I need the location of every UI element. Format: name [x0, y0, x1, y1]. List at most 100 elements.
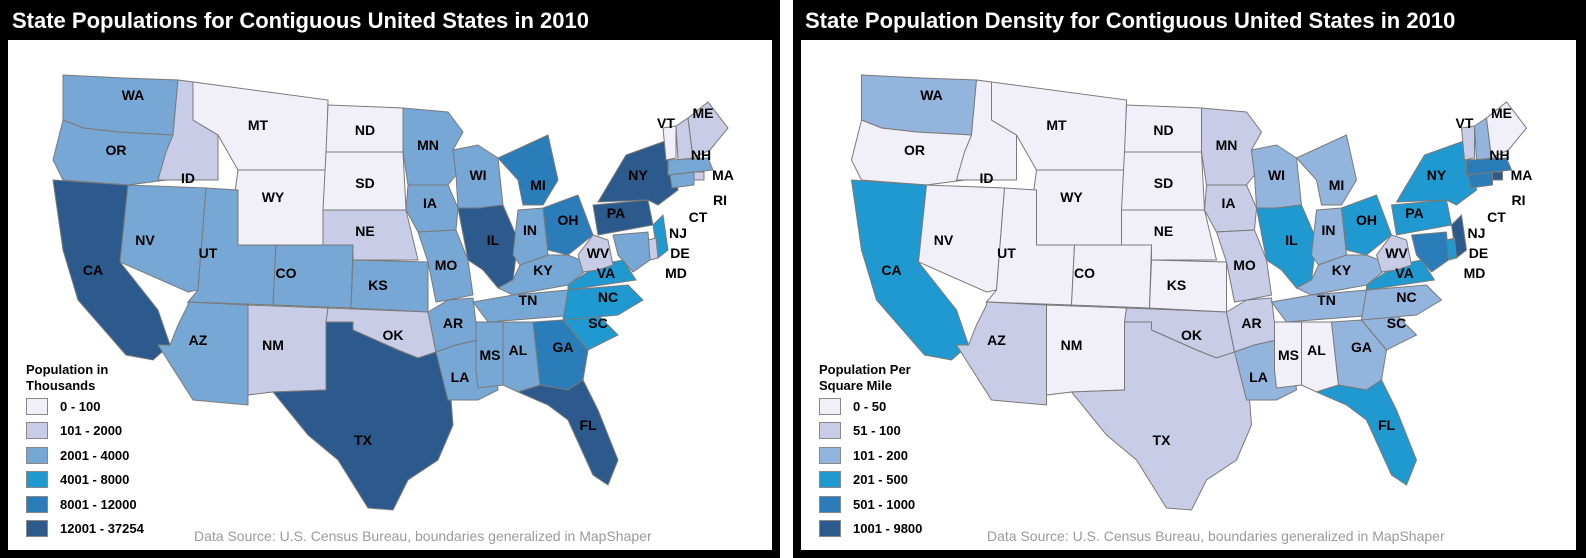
state-label-me: ME — [1491, 105, 1512, 121]
legend-label: 8001 - 12000 — [60, 496, 137, 512]
state-ri — [1492, 171, 1503, 181]
state-label-tx: TX — [1153, 432, 1172, 448]
state-tx — [271, 321, 454, 511]
state-label-nm: NM — [262, 337, 284, 353]
state-ri — [693, 171, 705, 181]
state-label-wi: WI — [469, 167, 486, 183]
state-ms — [475, 321, 504, 389]
state-wa — [861, 74, 978, 136]
state-label-pa: PA — [1405, 205, 1423, 221]
state-ky — [496, 254, 594, 296]
legend-item: 1001 - 9800 — [819, 517, 949, 542]
state-me — [1485, 101, 1528, 159]
state-label-nv: NV — [135, 232, 155, 248]
state-mi — [1295, 134, 1358, 206]
legend-swatch — [26, 422, 48, 440]
state-label-ga: GA — [1351, 339, 1372, 355]
state-ct — [1467, 171, 1493, 189]
density-map-panel: State Population Density for Contiguous … — [793, 0, 1586, 558]
state-label-ks: KS — [1167, 277, 1186, 293]
legend-label: 1001 - 9800 — [853, 521, 923, 537]
map-title: State Population Density for Contiguous … — [805, 8, 1456, 33]
state-label-nd: ND — [1153, 122, 1173, 138]
state-label-mt: MT — [1046, 117, 1067, 133]
legend-item: 101 - 2000 — [26, 419, 156, 444]
legend-item: 101 - 200 — [819, 443, 949, 468]
state-label-ut: UT — [199, 245, 218, 261]
state-label-oh: OH — [1356, 212, 1377, 228]
map-legend: Population in Thousands 0 - 100 101 - 200… — [26, 362, 156, 541]
legend-items: 0 - 100 101 - 2000 2001 - 4000 4001 - 8000 8… — [26, 394, 156, 541]
state-ma — [1466, 157, 1513, 176]
state-mo — [1215, 229, 1273, 303]
state-label-al: AL — [509, 342, 528, 358]
state-label-ia: IA — [1222, 195, 1236, 211]
legend-swatch — [26, 397, 48, 415]
state-label-wv: WV — [1385, 245, 1408, 261]
state-oh — [542, 194, 594, 256]
state-ny — [1395, 139, 1478, 206]
state-ks — [350, 259, 429, 313]
state-wy — [1025, 169, 1126, 246]
state-label-wy: WY — [262, 189, 285, 205]
legend-item: 0 - 100 — [26, 394, 156, 419]
state-fl — [1315, 379, 1418, 486]
state-label-ar: AR — [1241, 315, 1261, 331]
state-label-fl: FL — [1378, 417, 1396, 433]
state-label-nh: NH — [1489, 147, 1509, 163]
legend-item: 0 - 50 — [819, 394, 949, 419]
state-wy — [227, 169, 327, 246]
state-label-sd: SD — [1154, 175, 1173, 191]
state-label-al: AL — [1307, 342, 1326, 358]
legend-item: 4001 - 8000 — [26, 468, 156, 493]
state-label-ca: CA — [881, 262, 901, 278]
state-label-il: IL — [487, 232, 500, 248]
us-map: WA OR CA ID NV MT WY UT AZ CO NM ND SD NE KS OK TX MN IA MO… — [850, 74, 1532, 511]
legend-label: 501 - 1000 — [853, 496, 916, 512]
state-ct — [669, 171, 695, 189]
state-label-pa: PA — [607, 205, 625, 221]
state-label-id: ID — [181, 170, 195, 186]
state-label-de: DE — [670, 245, 689, 261]
state-label-nh: NH — [691, 147, 711, 163]
state-label-mi: MI — [1329, 177, 1345, 193]
state-label-me: ME — [693, 105, 714, 121]
state-tx — [1070, 321, 1253, 511]
state-label-ca: CA — [83, 262, 103, 278]
legend-items: 0 - 50 51 - 100 101 - 200 201 - 500 501 - 10… — [819, 394, 949, 541]
map-area: WA OR CA ID NV MT WY UT AZ CO NM ND SD NE KS OK TX MN IA MO… — [801, 40, 1576, 550]
legend-item: 51 - 100 — [819, 419, 949, 444]
state-label-md: MD — [1464, 265, 1486, 281]
legend-swatch — [819, 520, 841, 538]
state-label-tn: TN — [519, 292, 538, 308]
map-area: WA OR CA ID NV MT WY UT AZ CO NM ND SD NE KS OK TX MN IA MO… — [8, 40, 772, 550]
state-md — [1410, 231, 1450, 273]
state-label-nd: ND — [355, 122, 375, 138]
state-label-az: AZ — [189, 332, 208, 348]
us-map: WA OR CA ID NV MT WY UT AZ CO NM ND SD NE KS OK TX MN IA MO… — [52, 74, 734, 511]
state-label-ne: NE — [1154, 223, 1173, 239]
state-label-oh: OH — [558, 212, 579, 228]
state-label-co: CO — [276, 265, 297, 281]
state-label-ga: GA — [553, 339, 574, 355]
legend-swatch — [26, 495, 48, 513]
legend-swatch — [819, 471, 841, 489]
state-label-md: MD — [665, 265, 687, 281]
state-md — [612, 231, 651, 273]
legend-label: 101 - 2000 — [60, 423, 123, 439]
legend-item: 2001 - 4000 — [26, 443, 156, 468]
state-ma — [667, 157, 714, 176]
state-nc — [1360, 284, 1443, 321]
state-label-nc: NC — [598, 289, 618, 305]
state-label-nj: NJ — [669, 225, 687, 241]
state-wa — [62, 74, 179, 136]
data-source: Data Source: U.S. Census Bureau, boundar… — [987, 528, 1445, 544]
state-label-ar: AR — [443, 315, 463, 331]
legend-label: 4001 - 8000 — [60, 472, 130, 488]
state-label-il: IL — [1285, 232, 1298, 248]
state-label-de: DE — [1469, 245, 1488, 261]
state-label-co: CO — [1074, 265, 1095, 281]
state-label-wa: WA — [920, 87, 943, 103]
legend-item: 12001 - 37254 — [26, 517, 156, 542]
state-label-ut: UT — [997, 245, 1016, 261]
